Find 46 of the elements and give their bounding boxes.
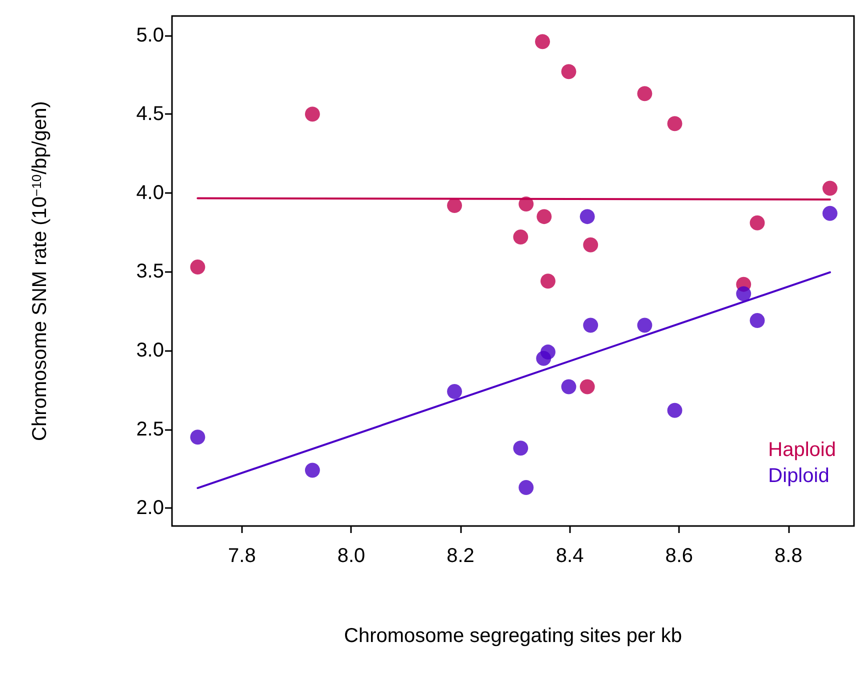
y-tick-label: 3.5 bbox=[136, 260, 164, 283]
y-tick-label: 2.5 bbox=[136, 418, 164, 440]
y-axis-title: Chromosome SNM rate (10−10/bp/gen) bbox=[29, 101, 51, 441]
y-tick-label: 5.0 bbox=[136, 24, 164, 46]
point bbox=[518, 196, 534, 212]
point bbox=[583, 237, 598, 252]
point bbox=[536, 350, 552, 366]
point bbox=[561, 64, 576, 80]
point bbox=[535, 34, 550, 50]
point bbox=[540, 274, 556, 289]
point bbox=[580, 209, 595, 224]
point bbox=[750, 313, 765, 328]
x-axis-title: Chromosome segregating sites per kb bbox=[344, 625, 682, 647]
x-tick-label: 7.8 bbox=[228, 545, 256, 567]
x-tick-label: 8.0 bbox=[337, 545, 366, 567]
point bbox=[583, 318, 598, 333]
y-tick-label: 3.0 bbox=[136, 339, 164, 362]
point bbox=[667, 402, 682, 418]
y-tick-label: 2.0 bbox=[136, 497, 164, 520]
point bbox=[513, 440, 528, 456]
point bbox=[447, 198, 462, 214]
x-tick-label: 8.6 bbox=[665, 545, 694, 567]
point bbox=[736, 286, 752, 302]
text: Diploid bbox=[768, 465, 830, 487]
point bbox=[190, 430, 206, 445]
x-tick-label: 8.8 bbox=[774, 545, 802, 567]
point bbox=[513, 230, 528, 245]
point bbox=[536, 209, 552, 224]
point bbox=[667, 116, 682, 132]
text: Haploid bbox=[768, 439, 836, 461]
point bbox=[190, 259, 206, 274]
point bbox=[822, 206, 838, 221]
point bbox=[304, 462, 320, 478]
point bbox=[447, 384, 462, 399]
point bbox=[637, 86, 652, 102]
point bbox=[750, 215, 765, 230]
point bbox=[580, 379, 595, 394]
point bbox=[518, 480, 534, 496]
x-tick-label: 8.4 bbox=[556, 545, 584, 567]
y-tick-label: 4.5 bbox=[136, 103, 164, 126]
point bbox=[822, 180, 838, 196]
point bbox=[637, 318, 652, 333]
point bbox=[304, 106, 320, 122]
x-tick-label: 8.2 bbox=[446, 545, 474, 567]
point bbox=[561, 379, 576, 394]
y-tick-label: 4.0 bbox=[136, 182, 164, 204]
